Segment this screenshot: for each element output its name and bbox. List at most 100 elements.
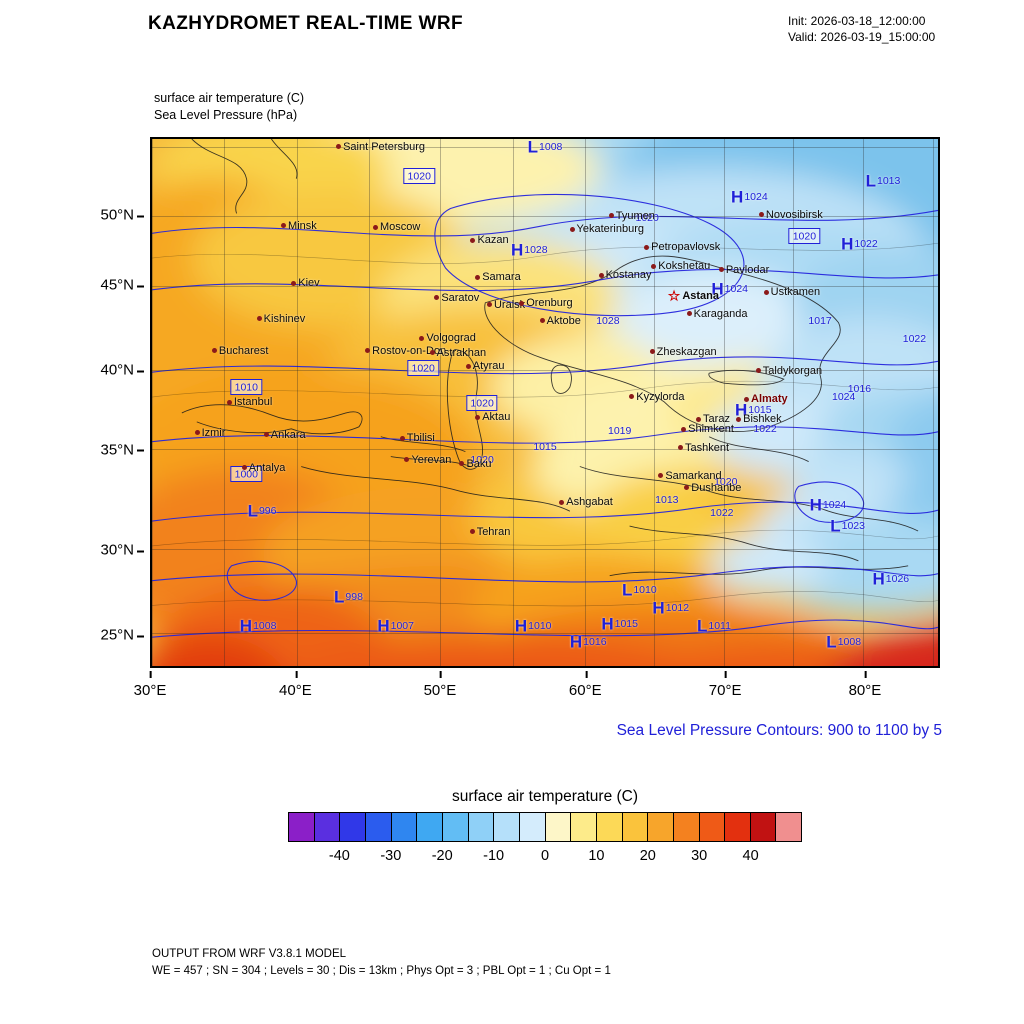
contour-caption: Sea Level Pressure Contours: 900 to 1100… xyxy=(616,722,942,739)
pressure-low-symbol: L xyxy=(696,616,708,636)
colorbar-tick-label: 20 xyxy=(639,848,656,864)
pressure-label: L996 xyxy=(248,502,277,519)
pressure-value: 1010 xyxy=(528,620,552,633)
lat-tick-label: 35°N xyxy=(100,441,144,459)
colorbar-tick-label: 10 xyxy=(588,848,605,864)
pressure-label: H1016 xyxy=(570,634,607,651)
lon-tick-label: 80°E xyxy=(848,671,882,699)
init-time: Init: 2026-03-18_12:00:00 xyxy=(788,14,926,28)
pressure-value: 1015 xyxy=(614,617,638,630)
pressure-label: H1012 xyxy=(652,600,689,617)
city-marker: Kostanay xyxy=(598,266,651,284)
city-name: Kokshetau xyxy=(658,260,711,273)
pressure-label: 1024 xyxy=(832,391,855,403)
city-name: Yekaterinburg xyxy=(576,223,644,236)
pressure-high-symbol: H xyxy=(569,632,583,652)
colorbar-tick-label: -40 xyxy=(328,848,350,864)
city-marker: Uralsk xyxy=(486,296,525,314)
pressure-value: 1028 xyxy=(524,243,548,256)
city-marker: Kokshetau xyxy=(651,258,710,276)
colorbar-segment xyxy=(596,813,623,841)
grid-line-vertical xyxy=(654,139,656,666)
city-marker: Yerevan xyxy=(404,451,451,469)
pressure-label: H1024 xyxy=(810,497,847,514)
city-marker: Tbilisi xyxy=(399,429,435,447)
lon-tick-label: 60°E xyxy=(568,671,602,699)
city-marker: Bishkek xyxy=(736,410,782,428)
lon-tick-label: 30°E xyxy=(133,671,167,699)
city-name: Yerevan xyxy=(411,453,452,466)
grid-line-vertical xyxy=(152,139,153,666)
colorbar-segment xyxy=(442,813,469,841)
city-dot-icon xyxy=(336,144,342,150)
city-dot-icon xyxy=(404,457,410,463)
pressure-value: 1024 xyxy=(831,391,856,404)
pressure-label: H1015 xyxy=(735,402,772,419)
city-marker: Moscow xyxy=(373,219,420,237)
grid-line-horizontal xyxy=(152,549,938,550)
lat-tick-label: 40°N xyxy=(100,361,144,379)
pressure-value: 1012 xyxy=(665,602,690,615)
longitude-axis: 30°E 40°E 50°E 60°E 70°E 80°E xyxy=(134,670,940,699)
colorbar-segment xyxy=(519,813,546,841)
pressure-label: H1022 xyxy=(841,236,878,253)
pressure-value: 1020 xyxy=(635,212,659,225)
pressure-label: L1008 xyxy=(826,634,861,651)
city-dot-icon xyxy=(539,318,545,324)
grid-line-horizontal xyxy=(152,449,938,451)
pressure-value: 1026 xyxy=(885,573,910,586)
city-marker: Zheskazgan xyxy=(649,343,717,361)
latitude-axis: 50°N 45°N 40°N 35°N 30°N 25°N xyxy=(88,137,144,668)
pressure-value: 1024 xyxy=(822,499,847,512)
lat-tick-label: 30°N xyxy=(100,541,144,559)
city-marker: Saratov xyxy=(434,289,479,307)
pressure-value: 1007 xyxy=(390,620,414,633)
pressure-value: 1020 xyxy=(714,475,738,488)
pressure-label: H1015 xyxy=(601,615,638,632)
colorbar-segment xyxy=(648,813,674,841)
pressure-high-symbol: H xyxy=(841,234,854,254)
lat-tick-label: 25°N xyxy=(100,626,144,644)
pressure-label: 1015 xyxy=(533,441,556,453)
city-marker: Aktobe xyxy=(539,312,581,330)
temperature-colorbar xyxy=(288,812,802,842)
city-dot-icon xyxy=(469,529,475,535)
grid-line-vertical xyxy=(863,139,865,666)
city-dot-icon xyxy=(470,237,476,243)
pressure-label: L998 xyxy=(334,589,363,606)
pressure-label: H1028 xyxy=(511,241,548,258)
city-name: Volgograd xyxy=(426,332,476,345)
lon-tick-label: 70°E xyxy=(708,671,742,699)
colorbar-segment xyxy=(750,813,777,841)
grid-line-horizontal xyxy=(152,286,938,288)
pressure-label: L1011 xyxy=(697,618,731,635)
pressure-value: 1010 xyxy=(633,583,657,596)
pressure-value: 1008 xyxy=(837,636,862,649)
model-version: OUTPUT FROM WRF V3.8.1 MODEL xyxy=(152,948,347,960)
city-name: Aktobe xyxy=(546,314,581,327)
colorbar-segment xyxy=(494,813,520,841)
pressure-value: 1019 xyxy=(607,425,632,438)
city-dot-icon xyxy=(475,274,481,280)
city-marker: Kyzylorda xyxy=(629,388,685,406)
pressure-label: H1024 xyxy=(731,188,768,205)
city-dot-icon xyxy=(429,350,435,356)
map-overlay: 1020 L1008 H1024 L1013 1020 H1022 H1028 1020 H10… xyxy=(152,139,938,666)
city-dot-icon xyxy=(755,368,761,374)
city-dot-icon xyxy=(256,316,262,322)
temperature-shading xyxy=(152,139,938,666)
colorbar-segment xyxy=(365,813,392,841)
pressure-value: 1008 xyxy=(253,620,277,633)
city-name: Samarkand xyxy=(665,469,722,482)
city-marker: Taldykorgan xyxy=(755,362,822,380)
pressure-label: L1008 xyxy=(528,139,563,155)
pressure-label: 1020 xyxy=(635,212,658,224)
city-marker: Antalya xyxy=(241,459,285,477)
city-dot-icon xyxy=(644,244,650,250)
colorbar-segment xyxy=(699,813,726,841)
pressure-label: H1026 xyxy=(873,571,910,588)
city-dot-icon xyxy=(677,445,683,451)
pressure-value: 1017 xyxy=(808,314,832,327)
city-marker: Pavlodar xyxy=(718,261,769,279)
